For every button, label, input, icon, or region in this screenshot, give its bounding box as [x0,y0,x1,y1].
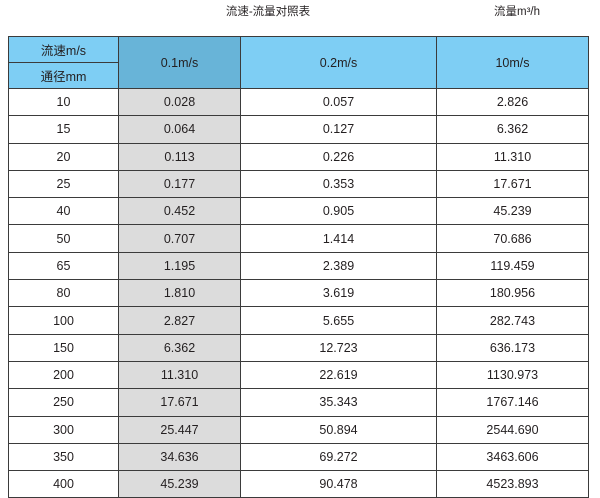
table-row: 40 0.452 0.905 45.239 [8,197,589,226]
table-row: 50 0.707 1.414 70.686 [8,224,589,253]
cell-flow-at-10ms: 45.239 [436,197,589,226]
cell-flow-at-0.2ms: 0.057 [240,87,437,117]
cell-flow-at-0.1ms: 2.827 [118,306,241,335]
cell-flow-at-0.2ms: 5.655 [240,306,437,335]
cell-flow-at-0.2ms: 0.353 [240,169,437,199]
table-row: 300 25.447 50.894 2544.690 [8,415,589,444]
table-row: 25 0.177 0.353 17.671 [8,169,589,199]
cell-flow-at-0.2ms: 0.226 [240,142,437,171]
corner-header-diameter-label: 通径mm [8,62,119,89]
cell-flow-at-10ms: 636.173 [436,333,589,362]
cell-nominal-diameter: 100 [8,306,119,335]
table-row: 20 0.113 0.226 11.310 [8,142,589,171]
table-row: 400 45.239 90.478 4523.893 [8,470,589,498]
table-row: 15 0.064 0.127 6.362 [8,115,589,144]
cell-nominal-diameter: 300 [8,415,119,444]
cell-flow-at-0.1ms: 0.113 [118,142,241,171]
cell-flow-at-10ms: 6.362 [436,115,589,144]
cell-flow-at-10ms: 282.743 [436,306,589,335]
flow-comparison-table: 流速m/s 0.1m/s 0.2m/s 10m/s 通径mm 10 0.028 0.… [8,36,589,498]
table-header: 流速m/s 0.1m/s 0.2m/s 10m/s 通径mm [8,36,589,89]
cell-nominal-diameter: 200 [8,360,119,390]
flow-comparison-table-wrapper: 流速m/s 0.1m/s 0.2m/s 10m/s 通径mm 10 0.028 0.… [8,36,589,498]
header-row-bottom: 通径mm [8,62,589,89]
cell-flow-at-10ms: 11.310 [436,142,589,171]
cell-flow-at-0.1ms: 25.447 [118,415,241,444]
cell-flow-at-0.2ms: 35.343 [240,388,437,417]
cell-flow-at-0.1ms: 0.452 [118,197,241,226]
unit-title: 流量m³/h [494,6,540,18]
cell-flow-at-0.1ms: 1.810 [118,279,241,308]
cell-nominal-diameter: 350 [8,442,119,472]
cell-nominal-diameter: 25 [8,169,119,199]
cell-flow-at-0.2ms: 1.414 [240,224,437,253]
cell-flow-at-0.2ms: 2.389 [240,251,437,281]
table-row: 150 6.362 12.723 636.173 [8,333,589,362]
table-row: 100 2.827 5.655 282.743 [8,306,589,335]
cell-nominal-diameter: 10 [8,87,119,117]
cell-nominal-diameter: 80 [8,279,119,308]
cell-nominal-diameter: 400 [8,470,119,498]
cell-nominal-diameter: 50 [8,224,119,253]
cell-flow-at-0.2ms: 69.272 [240,442,437,472]
table-row: 65 1.195 2.389 119.459 [8,251,589,281]
cell-flow-at-10ms: 180.956 [436,279,589,308]
cell-flow-at-0.1ms: 6.362 [118,333,241,362]
cell-nominal-diameter: 40 [8,197,119,226]
cell-flow-at-0.1ms: 11.310 [118,360,241,390]
cell-flow-at-10ms: 119.459 [436,251,589,281]
cell-flow-at-0.1ms: 0.177 [118,169,241,199]
column-header-v01: 0.1m/s [118,36,241,89]
column-header-v10: 10m/s [436,36,589,89]
cell-flow-at-10ms: 2.826 [436,87,589,117]
cell-flow-at-0.1ms: 0.028 [118,87,241,117]
cell-flow-at-0.1ms: 0.707 [118,224,241,253]
table-row: 80 1.810 3.619 180.956 [8,279,589,308]
cell-flow-at-0.1ms: 0.064 [118,115,241,144]
table-row: 10 0.028 0.057 2.826 [8,87,589,117]
cell-flow-at-10ms: 4523.893 [436,470,589,498]
title-bar: 流速-流量对照表 流量m³/h [0,0,600,30]
cell-nominal-diameter: 65 [8,251,119,281]
cell-flow-at-0.2ms: 22.619 [240,360,437,390]
cell-flow-at-0.1ms: 34.636 [118,442,241,472]
cell-flow-at-10ms: 70.686 [436,224,589,253]
cell-flow-at-10ms: 1130.973 [436,360,589,390]
cell-flow-at-10ms: 1767.146 [436,388,589,417]
cell-flow-at-10ms: 2544.690 [436,415,589,444]
table-row: 250 17.671 35.343 1767.146 [8,388,589,417]
corner-header-velocity-label: 流速m/s [8,36,119,63]
cell-nominal-diameter: 250 [8,388,119,417]
cell-flow-at-0.1ms: 45.239 [118,470,241,498]
cell-flow-at-0.2ms: 3.619 [240,279,437,308]
table-row: 350 34.636 69.272 3463.606 [8,442,589,472]
page-title: 流速-流量对照表 [225,6,311,18]
cell-flow-at-0.1ms: 1.195 [118,251,241,281]
table-body: 10 0.028 0.057 2.826 15 0.064 0.127 6.362 20 0.11… [8,87,589,498]
cell-flow-at-10ms: 17.671 [436,169,589,199]
cell-flow-at-0.2ms: 12.723 [240,333,437,362]
cell-nominal-diameter: 15 [8,115,119,144]
cell-flow-at-0.1ms: 17.671 [118,388,241,417]
column-header-v02: 0.2m/s [240,36,437,89]
cell-flow-at-0.2ms: 50.894 [240,415,437,444]
cell-flow-at-0.2ms: 90.478 [240,470,437,498]
header-row-top: 流速m/s 0.1m/s 0.2m/s 10m/s [8,36,589,89]
cell-nominal-diameter: 150 [8,333,119,362]
cell-flow-at-0.2ms: 0.127 [240,115,437,144]
cell-nominal-diameter: 20 [8,142,119,171]
cell-flow-at-10ms: 3463.606 [436,442,589,472]
cell-flow-at-0.2ms: 0.905 [240,197,437,226]
table-row: 200 11.310 22.619 1130.973 [8,360,589,390]
